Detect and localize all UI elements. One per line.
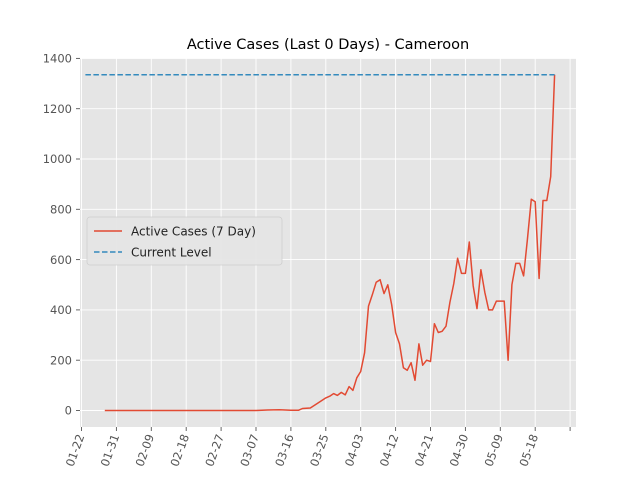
- y-tick-label: 1400: [43, 52, 72, 66]
- x-tick-label: 04-03: [342, 432, 367, 468]
- x-tick-label: 04-21: [412, 432, 437, 468]
- x-tick-label: 03-16: [272, 432, 297, 468]
- x-tick-label: 04-30: [447, 432, 472, 468]
- x-axis: 01-22 01-31 02-09 02-18 02-27 03-07 03-16 03-25…: [63, 427, 571, 468]
- x-tick-label: 03-25: [307, 432, 332, 468]
- y-tick-label: 1000: [43, 152, 72, 166]
- x-tick-label: 05-18: [516, 432, 541, 468]
- legend: Active Cases (7 Day) Current Level: [86, 216, 283, 266]
- active-cases-line: [104, 74, 556, 412]
- y-tick-label: 200: [50, 353, 72, 367]
- x-tick-label: 04-12: [377, 432, 402, 468]
- y-tick-label: 400: [50, 303, 72, 317]
- x-tick-label: 03-07: [237, 432, 262, 468]
- y-tick-label: 800: [50, 203, 72, 217]
- y-tick-label: 0: [65, 404, 72, 418]
- x-tick-label: 02-27: [202, 432, 227, 468]
- x-tick-label: 05-09: [482, 432, 507, 468]
- legend-label: Current Level: [131, 245, 212, 259]
- y-tick-label: 1200: [43, 102, 72, 116]
- x-tick-label: 01-22: [63, 432, 88, 468]
- x-tick-label: 02-09: [133, 432, 158, 468]
- y-axis: 0 200 400 600 800 1000 1200 1400: [43, 52, 80, 418]
- legend-label: Active Cases (7 Day): [131, 224, 256, 238]
- x-tick-label: 01-31: [98, 432, 123, 468]
- legend-box: [86, 216, 283, 266]
- x-tick-label: 02-18: [167, 432, 192, 468]
- chart-title: Active Cases (Last 0 Days) - Cameroon: [187, 37, 469, 53]
- y-tick-label: 600: [50, 253, 72, 267]
- series-layer: [85, 73, 556, 412]
